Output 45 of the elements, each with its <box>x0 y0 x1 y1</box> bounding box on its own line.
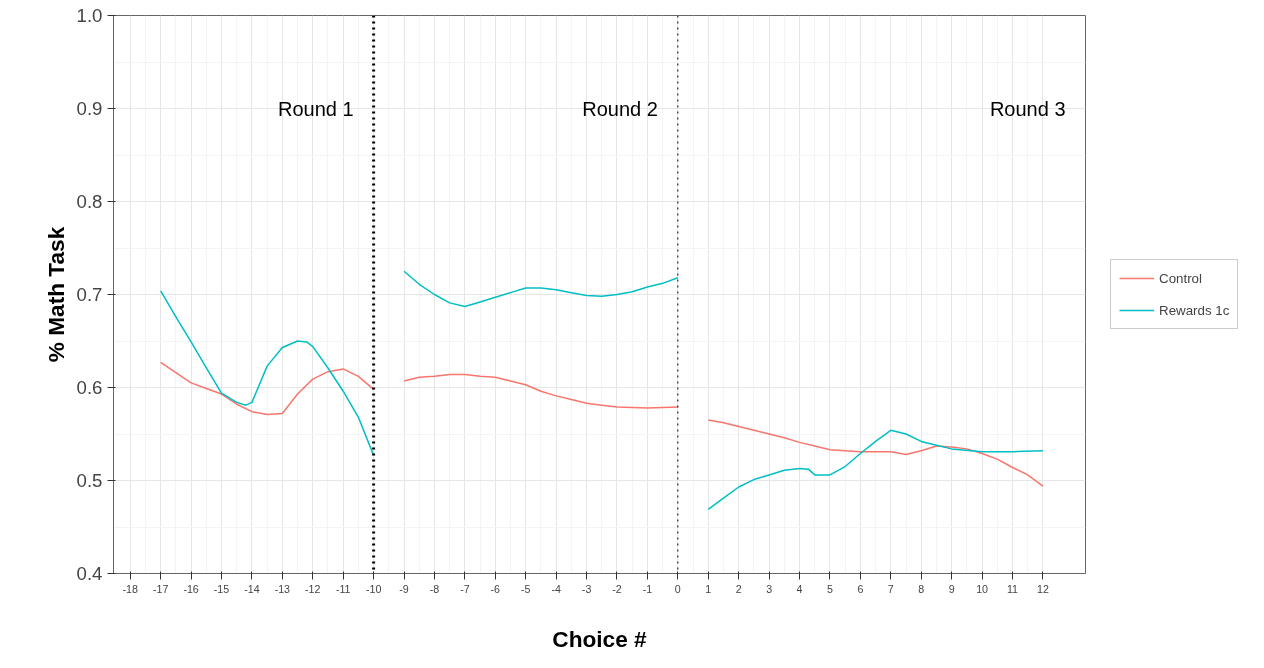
y-tick-label: 0.8 <box>76 191 103 212</box>
x-tick-label: 11 <box>1006 582 1019 595</box>
x-tick-label: 7 <box>887 582 894 595</box>
x-tick-label: 4 <box>796 582 803 595</box>
y-tick-label: 0.5 <box>76 470 103 491</box>
y-tick-label: 0.4 <box>76 563 103 584</box>
x-tick-label: -3 <box>581 582 592 595</box>
legend-label: Rewards 1c <box>1159 302 1230 318</box>
x-tick-label: 8 <box>918 582 925 595</box>
x-tick-label: -7 <box>460 582 470 595</box>
x-tick-label: 9 <box>948 582 955 595</box>
annotation: Round 2 <box>582 97 658 120</box>
x-tick-label: 6 <box>857 582 864 595</box>
y-tick-label: 0.6 <box>76 377 103 398</box>
y-tick-label: 0.7 <box>76 284 103 305</box>
x-tick-label: 0 <box>674 582 681 595</box>
x-tick-label: -17 <box>152 582 169 595</box>
annotation: Round 1 <box>278 97 354 120</box>
y-tick-label: 0.9 <box>76 98 103 119</box>
x-tick-label: -15 <box>213 582 230 595</box>
x-tick-label: -13 <box>274 582 291 595</box>
x-axis-title: Choice # <box>552 625 648 652</box>
x-tick-label: -5 <box>520 582 531 595</box>
x-tick-label: -6 <box>490 582 501 595</box>
x-tick-label: -10 <box>365 582 382 595</box>
x-tick-label: 3 <box>766 582 773 595</box>
x-tick-label: -9 <box>399 582 409 595</box>
x-tick-label: -12 <box>305 582 321 595</box>
x-tick-label: -8 <box>429 582 440 595</box>
y-tick-label: 1.0 <box>76 5 103 26</box>
x-tick-label: 2 <box>735 582 742 595</box>
x-tick-label: -14 <box>244 582 260 595</box>
x-tick-label: -1 <box>642 582 653 595</box>
x-tick-label: 1 <box>705 582 712 595</box>
x-tick-label: -18 <box>122 582 139 595</box>
x-tick-label: 10 <box>976 582 989 595</box>
x-tick-label: 12 <box>1036 582 1049 595</box>
x-tick-label: -11 <box>335 582 351 595</box>
x-tick-label: -16 <box>183 582 199 595</box>
legend-label: Control <box>1159 270 1202 286</box>
x-tick-label: -4 <box>551 582 561 595</box>
annotation: Round 3 <box>989 97 1066 120</box>
x-tick-label: -2 <box>612 582 622 595</box>
y-axis-title: % Math Task <box>42 226 69 363</box>
x-tick-label: 5 <box>826 582 833 595</box>
